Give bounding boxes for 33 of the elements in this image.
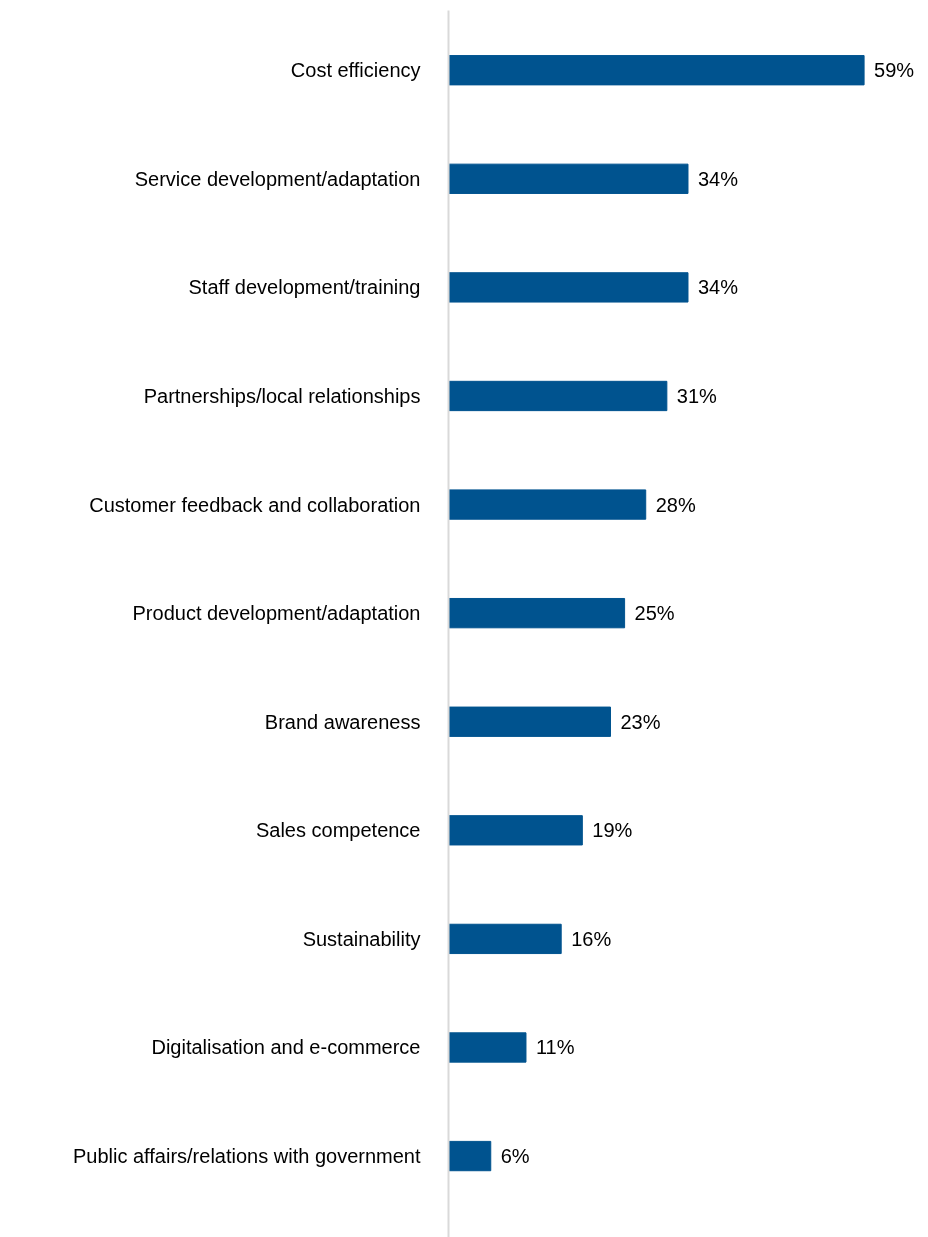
bar — [448, 706, 612, 737]
y-tick-label: Brand awareness — [264, 710, 421, 733]
bar — [448, 55, 865, 86]
bar — [448, 272, 689, 303]
bar — [448, 163, 689, 194]
bar — [448, 597, 626, 629]
y-tick-label: Cost efficiency — [290, 59, 421, 82]
data-label: 59% — [874, 59, 915, 82]
y-tick-label: Public affairs/relations with government — [72, 1145, 421, 1168]
y-tick-label: Customer feedback and collaboration — [89, 493, 421, 516]
bar — [448, 923, 562, 955]
y-tick-label: Sustainability — [302, 927, 421, 950]
data-label: 34% — [697, 167, 739, 190]
data-label: 6% — [500, 1145, 530, 1168]
y-tick-label: Product development/adaptation — [132, 602, 421, 625]
bar — [448, 815, 583, 846]
data-label: 31% — [676, 384, 718, 407]
bar — [448, 380, 668, 412]
y-tick-label: Partnerships/local relationships — [143, 384, 421, 407]
y-tick-label: Staff development/training — [188, 276, 421, 299]
y-tick-label: Sales competence — [255, 819, 421, 842]
data-label: 23% — [620, 710, 661, 733]
bar — [448, 1140, 492, 1172]
y-tick-label: Digitalisation and e-commerce — [151, 1036, 421, 1059]
data-label: 34% — [697, 276, 739, 299]
data-label: 28% — [655, 493, 696, 516]
bar — [448, 489, 647, 520]
data-label: 11% — [535, 1036, 575, 1059]
bar — [448, 1032, 527, 1063]
data-label: 19% — [592, 819, 633, 842]
data-label: 16% — [571, 927, 612, 950]
y-tick-label: Service development/adaptation — [134, 167, 421, 190]
data-label: 25% — [634, 602, 675, 625]
